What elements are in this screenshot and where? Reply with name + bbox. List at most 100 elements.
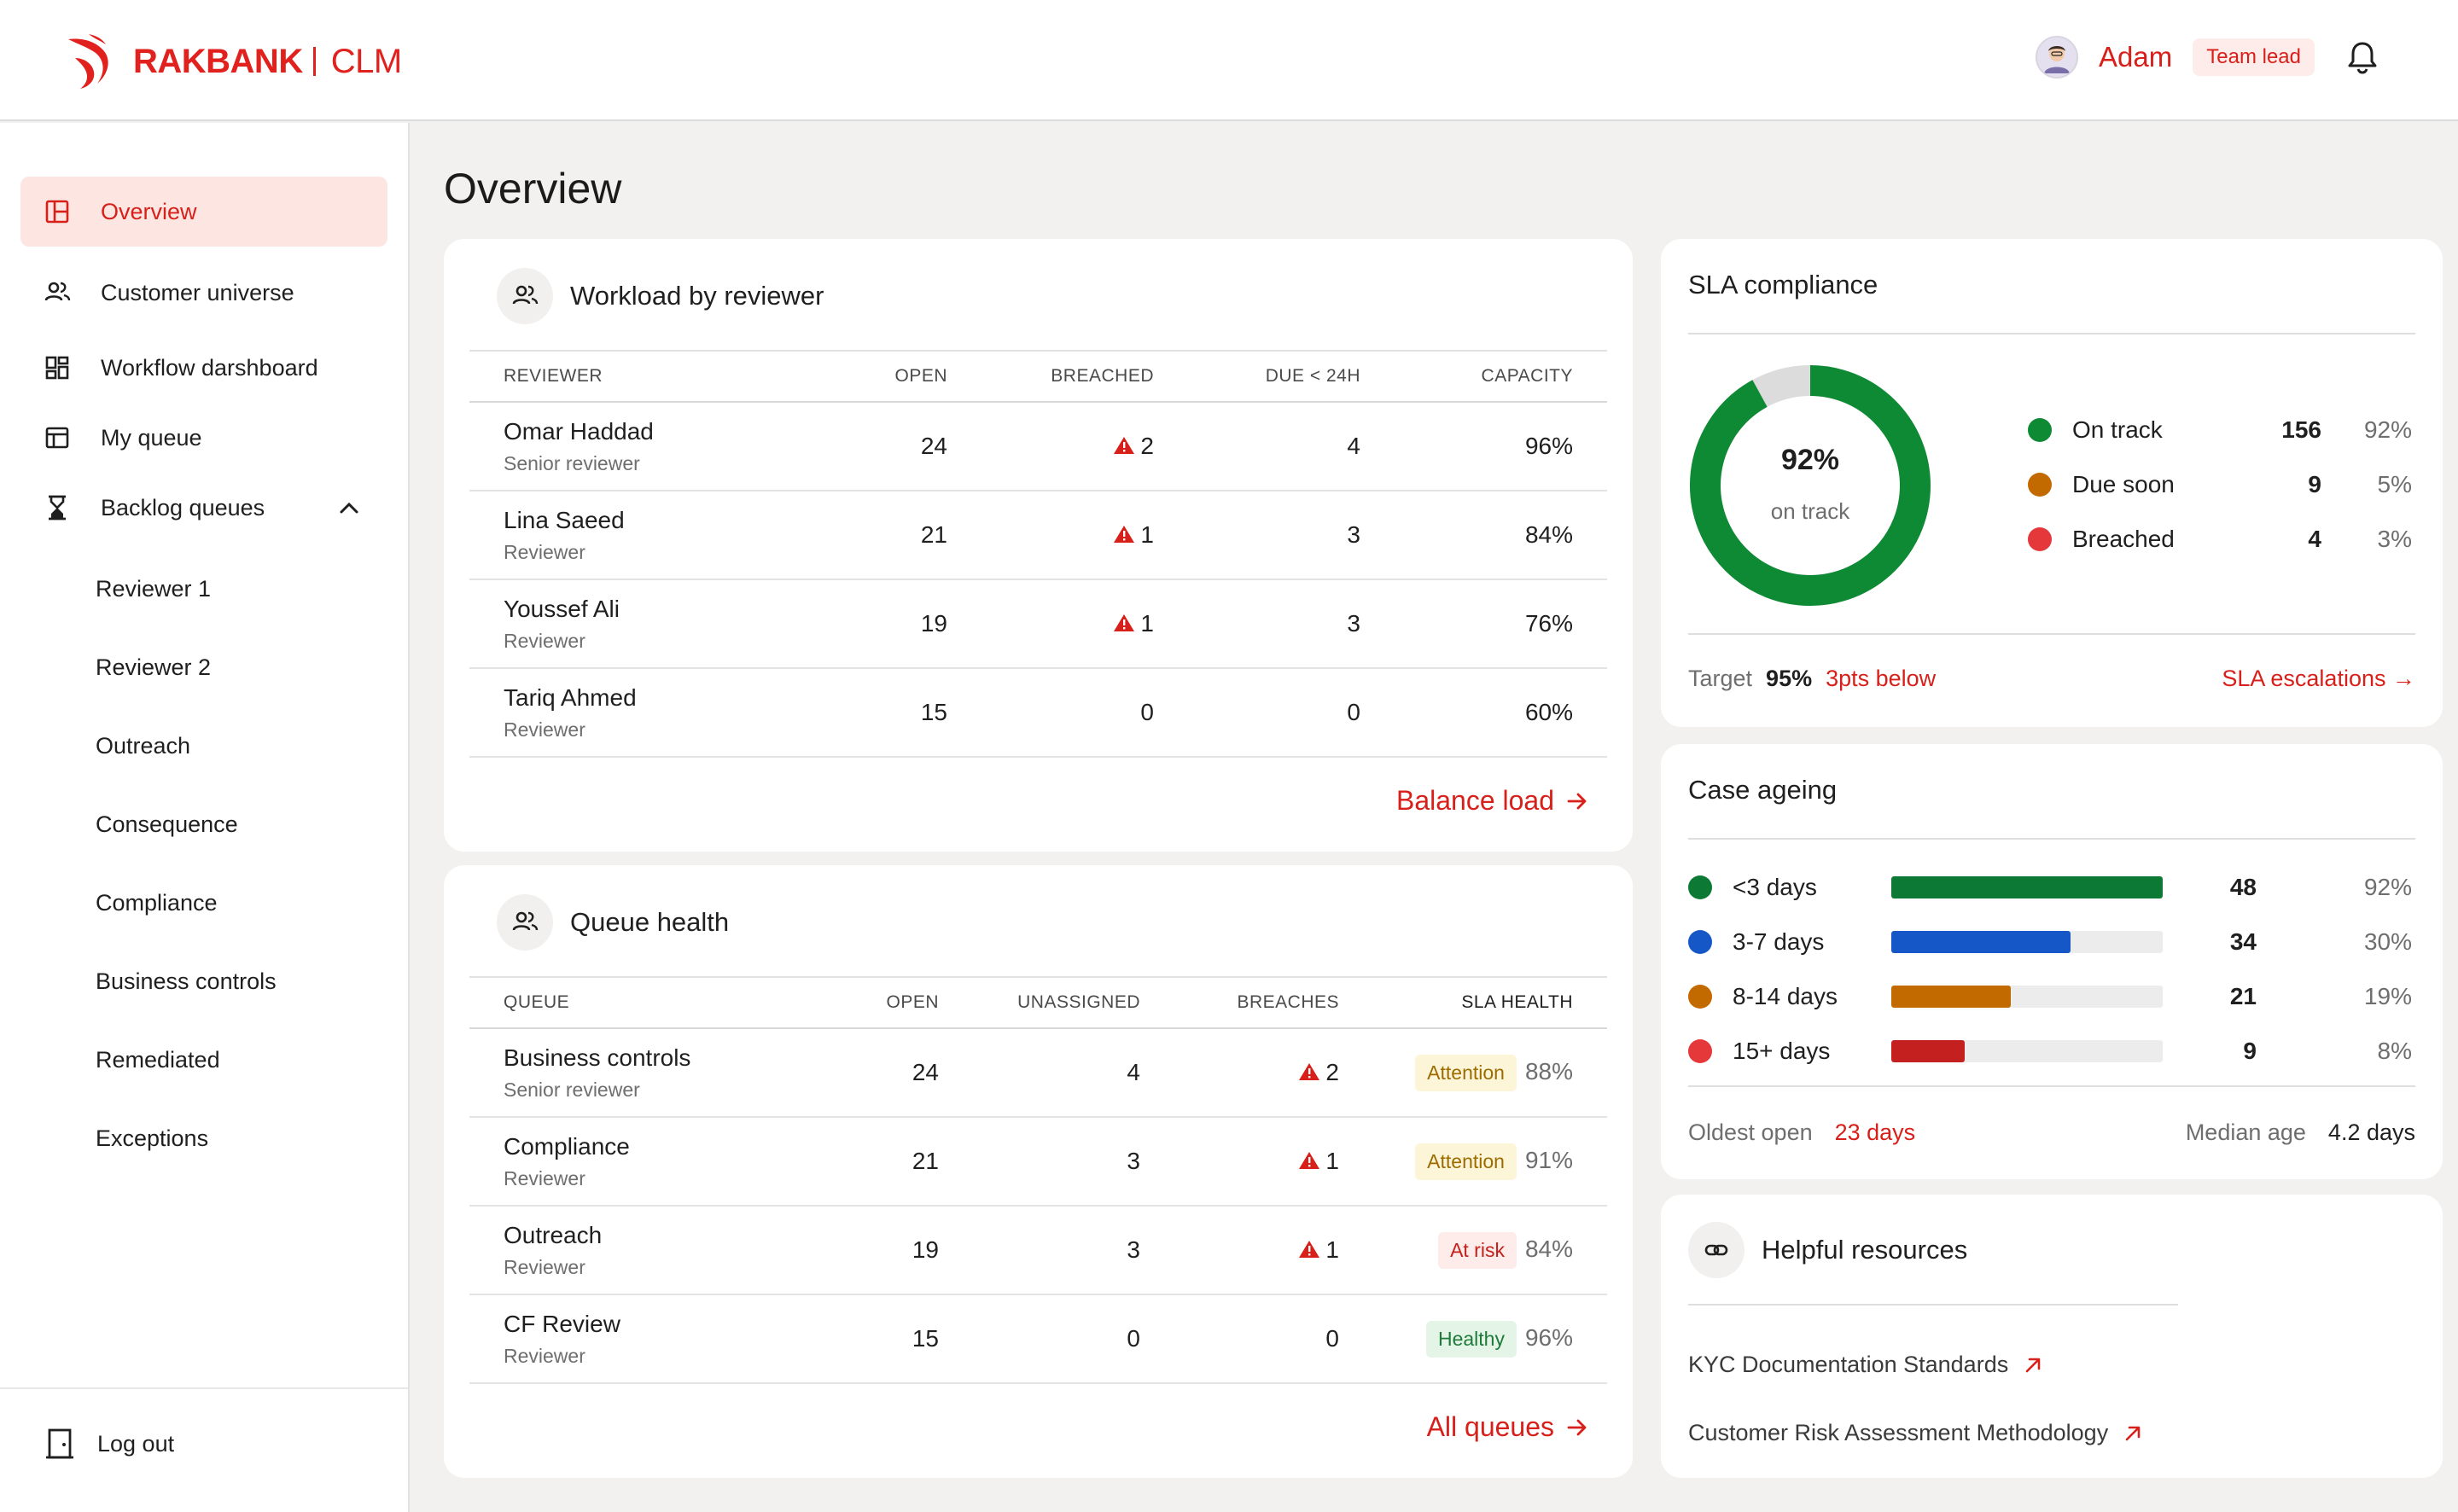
sla-health-cell: Attention 88% [1373, 1028, 1607, 1118]
all-queues-link[interactable]: All queues [1427, 1411, 1590, 1443]
ageing-label: 3-7 days [1733, 928, 1825, 955]
bell-icon[interactable] [2344, 38, 2381, 76]
users-icon [497, 268, 553, 324]
col-due[interactable]: DUE < 24H [1188, 350, 1395, 403]
col-breaches[interactable]: BREACHES [1174, 976, 1373, 1029]
sidebar-subitem-reviewer-1[interactable]: Reviewer 1 [96, 575, 212, 602]
table-row[interactable]: Outreach Reviewer 19 3 1 At risk 84% [469, 1206, 1607, 1295]
breached-count: 1 [1140, 521, 1154, 548]
col-open[interactable]: OPEN [828, 350, 981, 403]
link-icon [1688, 1222, 1744, 1278]
breaches-cell: 2 [1174, 1028, 1373, 1118]
card-title: Queue health [570, 907, 730, 937]
breached-cell: 2 [981, 402, 1188, 491]
sidebar-item-my-queue[interactable]: My queue [20, 403, 387, 473]
table-header-row: REVIEWER OPEN BREACHED DUE < 24H CAPACIT… [469, 350, 1607, 403]
card-title: SLA compliance [1688, 270, 1878, 299]
sidebar-item-customer-universe[interactable]: Customer universe [20, 258, 387, 328]
due-count: 0 [1188, 668, 1395, 758]
balance-load-link[interactable]: Balance load [1396, 785, 1590, 817]
sidebar-item-backlog-queues[interactable]: Backlog queues [20, 473, 387, 543]
capacity-value: 76% [1395, 579, 1607, 669]
queue-name: Business controls [504, 1044, 691, 1071]
logout-button[interactable]: Log out [43, 1427, 174, 1461]
table-row[interactable]: Lina Saeed Reviewer 21 1 3 84% [469, 491, 1607, 580]
status-badge: At risk [1438, 1231, 1517, 1269]
sidebar-subitem-consequence[interactable]: Consequence [96, 811, 238, 837]
table-icon [43, 423, 72, 452]
donut-center-value: 92% [1780, 444, 1840, 476]
divider [1688, 333, 2415, 334]
layout-icon [43, 197, 72, 226]
sla-escalations-link[interactable]: SLA escalations → [2222, 666, 2415, 691]
breached-cell: 1 [981, 579, 1188, 669]
table-row[interactable]: Compliance Reviewer 21 3 1 Attention 91% [469, 1117, 1607, 1207]
ageing-row: 3-7 days 34 30% [1688, 925, 2412, 959]
ageing-pct: 30% [2363, 928, 2412, 955]
reviewer-name: Omar Haddad [504, 417, 654, 445]
sidebar-subitem-reviewer-2[interactable]: Reviewer 2 [96, 654, 212, 680]
col-open[interactable]: OPEN [819, 976, 973, 1029]
col-capacity[interactable]: CAPACITY [1395, 350, 1607, 403]
divider [1688, 1085, 2415, 1087]
resource-link[interactable]: Customer Risk Assessment Methodology [1688, 1420, 2144, 1446]
capacity-value: 60% [1395, 668, 1607, 758]
col-sla-health[interactable]: SLA HEALTH [1373, 976, 1607, 1029]
table-row[interactable]: Youssef Ali Reviewer 19 1 3 76% [469, 579, 1607, 669]
warning-icon [1114, 526, 1135, 543]
breaches-cell: 1 [1174, 1117, 1373, 1207]
workload-card: Workload by reviewer REVIEWER OPEN BREAC… [444, 239, 1633, 852]
legend-dot [2028, 418, 2052, 442]
col-queue[interactable]: QUEUE [469, 976, 819, 1029]
brand-name: RAKBANK [133, 42, 303, 80]
unassigned-count: 0 [973, 1294, 1174, 1384]
sla-pct: 91% [1524, 1146, 1573, 1173]
unassigned-count: 4 [973, 1028, 1174, 1118]
divider [1688, 1304, 2178, 1306]
sidebar-item-workflow-dashboard[interactable]: Workflow darshboard [20, 333, 387, 403]
sidebar-subitem-exceptions[interactable]: Exceptions [96, 1125, 209, 1151]
oldest-value: 23 days [1834, 1119, 1916, 1145]
chevron-up-icon[interactable] [336, 495, 362, 520]
queue-health-card: Queue health QUEUE OPEN UNASSIGNED BREAC… [444, 865, 1633, 1478]
warning-icon [1114, 437, 1135, 454]
col-reviewer[interactable]: REVIEWER [469, 350, 828, 403]
table-row[interactable]: CF Review Reviewer 15 0 0 Healthy 96% [469, 1294, 1607, 1384]
queue-role: Reviewer [504, 1166, 585, 1189]
card-title: Workload by reviewer [570, 281, 824, 311]
table-row[interactable]: Tariq Ahmed Reviewer 15 0 0 60% [469, 668, 1607, 758]
sidebar-subitem-remediated[interactable]: Remediated [96, 1046, 220, 1073]
ageing-label: 15+ days [1733, 1038, 1831, 1064]
col-breached[interactable]: BREACHED [981, 350, 1188, 403]
ageing-label: 8-14 days [1733, 983, 1838, 1009]
legend-dot [1688, 930, 1712, 954]
page-title: Overview [444, 165, 622, 212]
external-link-icon [2125, 1426, 2141, 1440]
legend-label: Due soon [2072, 471, 2175, 497]
avatar[interactable] [2036, 36, 2079, 79]
sla-target: Target 95% 3pts below [1688, 666, 1936, 692]
legend-pct: 3% [2377, 526, 2412, 552]
resource-link[interactable]: KYC Documentation Standards [1688, 1352, 2044, 1378]
legend-value: 156 [2281, 416, 2321, 443]
divider [1688, 633, 2415, 635]
table-row[interactable]: Omar Haddad Senior reviewer 24 2 4 96% [469, 402, 1607, 491]
user-name[interactable]: Adam [2099, 41, 2173, 73]
legend-label: Breached [2072, 526, 2175, 552]
table-header-row: QUEUE OPEN UNASSIGNED BREACHES SLA HEALT… [469, 976, 1607, 1029]
case-ageing-card: Case ageing <3 days 48 92% 3-7 days 34 3… [1661, 744, 2443, 1179]
divider [1688, 838, 2415, 840]
brand-logo[interactable]: RAKBANK CLM [63, 32, 402, 90]
sidebar-item-overview[interactable]: Overview [20, 177, 387, 247]
ageing-bar-fill [1891, 876, 2163, 898]
top-header: RAKBANK CLM Adam Team lead [0, 0, 2458, 121]
sidebar-subitem-business-controls[interactable]: Business controls [96, 968, 277, 994]
ageing-bar [1891, 876, 2163, 898]
ageing-bar [1891, 931, 2163, 953]
sidebar-subitem-compliance[interactable]: Compliance [96, 889, 218, 916]
table-row[interactable]: Business controls Senior reviewer 24 4 2 … [469, 1028, 1607, 1118]
sidebar-subitem-outreach[interactable]: Outreach [96, 732, 191, 759]
balance-load-label: Balance load [1395, 785, 1554, 816]
warning-icon [1299, 1241, 1320, 1258]
col-unassigned[interactable]: UNASSIGNED [973, 976, 1174, 1029]
